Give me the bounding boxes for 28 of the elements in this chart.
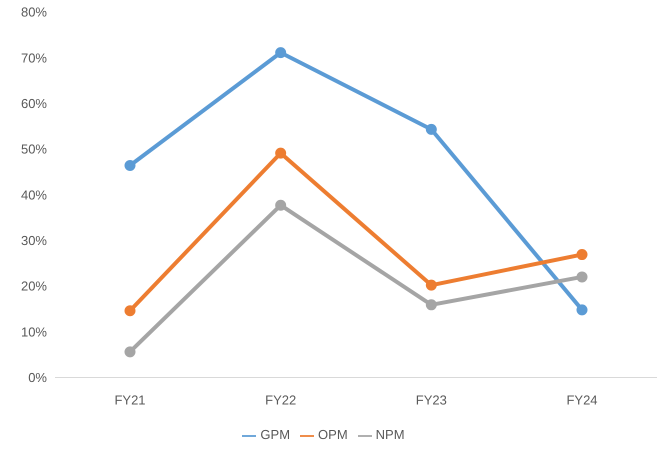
point <box>426 124 437 135</box>
y-tick-label: 60% <box>20 96 48 111</box>
y-tick-label: 70% <box>20 50 48 66</box>
point <box>426 280 437 291</box>
x-tick-label: FY24 <box>566 392 598 408</box>
legend-label: NPM <box>376 427 405 442</box>
point <box>576 249 588 260</box>
y-tick-label: 50% <box>20 142 48 157</box>
x-tick-label: FY23 <box>416 392 447 408</box>
legend-label: GPM <box>260 427 290 442</box>
y-tick-label: 80% <box>20 4 48 20</box>
point <box>426 299 437 310</box>
point <box>275 148 286 159</box>
x-tick-label: FY21 <box>114 392 146 408</box>
point <box>124 305 136 316</box>
point <box>124 160 136 171</box>
point <box>275 47 286 58</box>
y-tick-label: 0% <box>28 370 48 386</box>
point <box>576 304 588 316</box>
x-tick-label: FY22 <box>265 392 296 408</box>
y-tick-label: 40% <box>20 187 48 202</box>
point <box>275 200 286 211</box>
point <box>576 271 588 282</box>
y-tick-label: 20% <box>20 278 48 294</box>
y-tick-label: 30% <box>20 233 48 248</box>
point <box>124 346 136 358</box>
legend-label: OPM <box>318 427 348 442</box>
y-tick-label: 10% <box>20 324 48 340</box>
